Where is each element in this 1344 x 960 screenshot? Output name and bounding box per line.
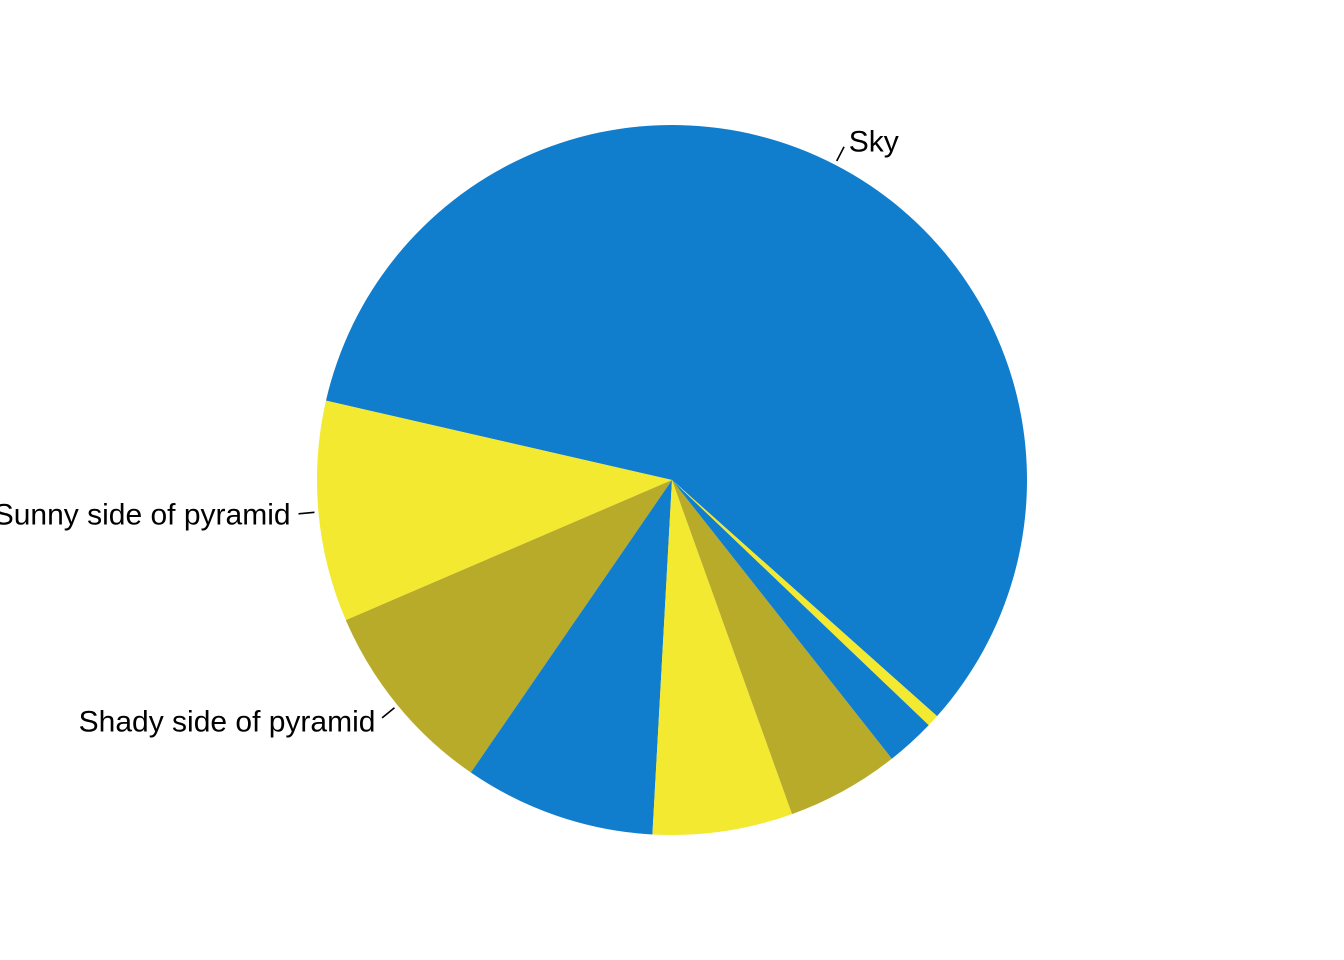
pie-slice-5 <box>652 480 793 836</box>
slice-labels: Sky Sunny side of pyramid Shady side of py… <box>0 125 899 738</box>
slice-label-sky: Sky <box>849 125 899 158</box>
leader-line-sky <box>835 146 845 162</box>
pie-slices <box>317 125 1027 836</box>
leader-line-sunny-side-of-pyramid <box>298 511 315 515</box>
slice-label-sunny-side-of-pyramid: Sunny side of pyramid <box>0 498 291 531</box>
pie-slice-sky <box>325 125 1027 717</box>
pie-slice-sunny-side-of-pyramid <box>317 400 672 621</box>
pie-slice-6 <box>672 480 892 815</box>
slice-label-shady-side-of-pyramid: Shady side of pyramid <box>79 706 376 739</box>
pie-slice-shady-side-of-pyramid <box>345 480 672 773</box>
leader-line-shady-side-of-pyramid <box>381 707 395 719</box>
pie-slice-7 <box>672 480 929 759</box>
pie-slice-4 <box>470 480 672 835</box>
pie-slice-8 <box>672 480 938 726</box>
